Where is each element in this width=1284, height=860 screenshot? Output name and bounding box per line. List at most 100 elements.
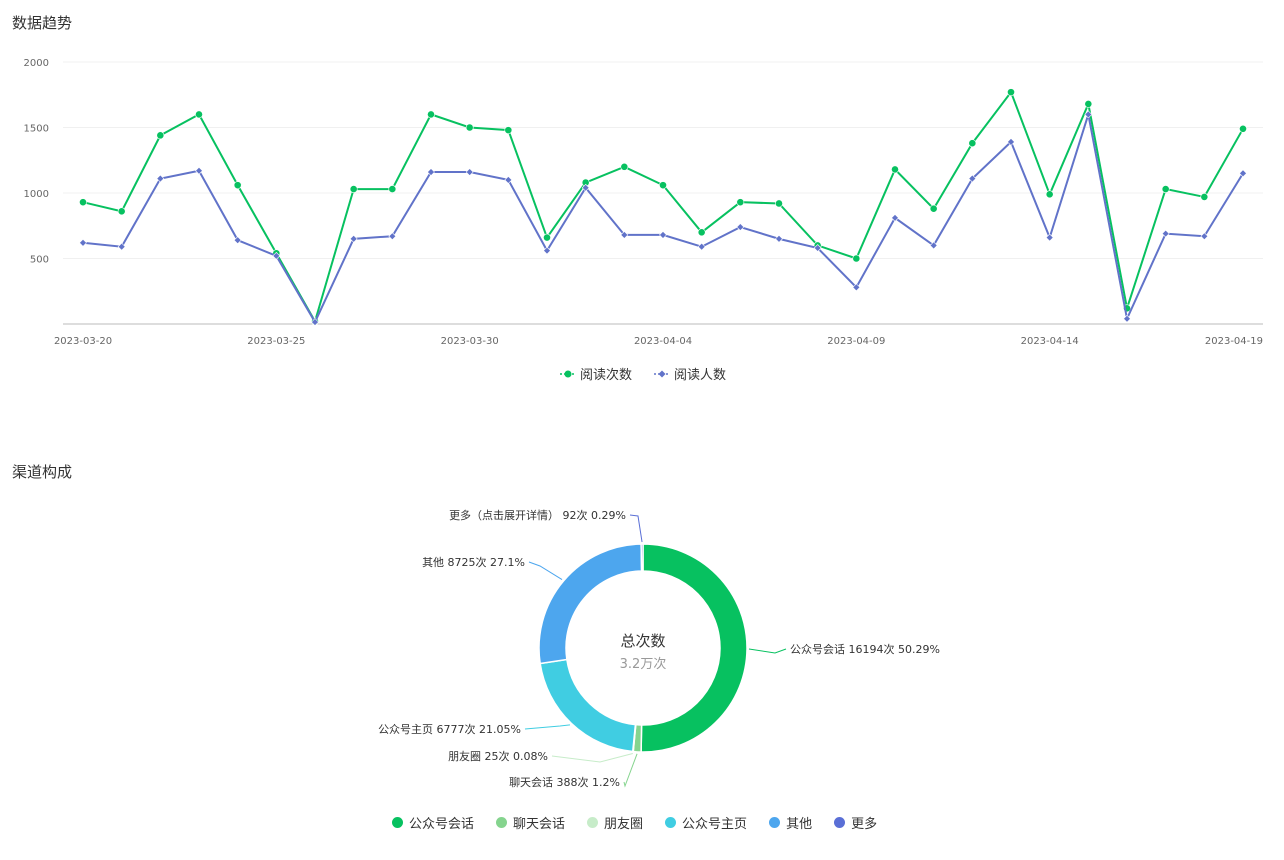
label-leader-line bbox=[524, 724, 571, 730]
donut-center-title: 总次数 bbox=[620, 632, 665, 650]
data-point[interactable] bbox=[1007, 137, 1015, 146]
data-point[interactable] bbox=[504, 175, 513, 184]
legend-label: 阅读人数 bbox=[674, 368, 727, 383]
legend-item[interactable]: 公众号会话 bbox=[392, 813, 474, 832]
pie-slice[interactable] bbox=[640, 543, 748, 753]
data-point[interactable] bbox=[659, 181, 667, 190]
slice-label: 聊天会话 388次 1.2% bbox=[509, 775, 620, 789]
data-point[interactable] bbox=[349, 185, 358, 193]
data-point[interactable] bbox=[775, 234, 783, 243]
legend-item[interactable]: 其他 bbox=[769, 813, 812, 832]
data-point[interactable] bbox=[156, 174, 165, 183]
legend-dot-icon bbox=[665, 817, 677, 828]
legend-label: 聊天会话 bbox=[513, 817, 566, 832]
x-tick-label: 2023-03-30 bbox=[441, 336, 499, 347]
data-point[interactable] bbox=[581, 183, 590, 192]
data-point[interactable] bbox=[1239, 124, 1247, 133]
data-point[interactable] bbox=[891, 213, 899, 222]
data-point[interactable] bbox=[1200, 193, 1209, 201]
legend-item[interactable]: 阅读次数 bbox=[560, 364, 632, 383]
data-point[interactable] bbox=[311, 318, 319, 326]
legend-item[interactable]: 聊天会话 bbox=[496, 813, 565, 832]
legend-dot-icon bbox=[769, 817, 781, 828]
data-point[interactable] bbox=[620, 230, 629, 239]
data-point[interactable] bbox=[852, 283, 861, 292]
data-point[interactable] bbox=[697, 228, 706, 237]
data-point[interactable] bbox=[1045, 190, 1054, 199]
diamond-marker-icon bbox=[654, 370, 671, 377]
data-point[interactable] bbox=[1084, 100, 1093, 108]
data-point[interactable] bbox=[1161, 185, 1170, 193]
data-point[interactable] bbox=[465, 123, 474, 132]
label-leader-line bbox=[623, 753, 638, 788]
data-point[interactable] bbox=[968, 174, 977, 183]
data-point[interactable] bbox=[1200, 232, 1209, 241]
legend-dot-icon bbox=[496, 817, 508, 828]
legend-label: 阅读次数 bbox=[580, 368, 633, 383]
slice-label: 公众号主页 6777次 21.05% bbox=[378, 722, 521, 736]
channel-legend: 公众号会话 聊天会话 朋友圈 公众号主页 其他 更多 bbox=[392, 813, 899, 832]
data-point[interactable] bbox=[1084, 110, 1093, 119]
data-point[interactable] bbox=[543, 233, 551, 242]
data-point[interactable] bbox=[852, 254, 861, 263]
channel-section-title: 渠道构成 bbox=[12, 463, 73, 481]
trend-legend: 阅读次数 阅读人数 bbox=[560, 364, 748, 383]
data-point[interactable] bbox=[349, 234, 358, 243]
data-point[interactable] bbox=[156, 131, 165, 140]
data-point[interactable] bbox=[195, 110, 203, 119]
data-point[interactable] bbox=[659, 230, 667, 239]
data-point[interactable] bbox=[504, 126, 513, 135]
data-point[interactable] bbox=[813, 244, 822, 252]
data-point[interactable] bbox=[697, 242, 706, 251]
label-leader-line bbox=[551, 753, 633, 763]
pie-slice[interactable] bbox=[640, 543, 644, 572]
data-point[interactable] bbox=[929, 241, 938, 250]
data-point[interactable] bbox=[388, 232, 397, 241]
data-point[interactable] bbox=[79, 238, 87, 247]
data-point[interactable] bbox=[117, 207, 126, 216]
data-point[interactable] bbox=[1007, 88, 1015, 97]
legend-item[interactable]: 更多 bbox=[834, 813, 877, 832]
label-leader-line bbox=[748, 648, 787, 654]
y-tick-label: 1500 bbox=[24, 124, 49, 135]
data-point[interactable] bbox=[736, 223, 745, 231]
legend-item[interactable]: 朋友圈 bbox=[587, 813, 643, 832]
legend-dot-icon bbox=[834, 817, 846, 828]
data-point[interactable] bbox=[233, 236, 242, 245]
data-point[interactable] bbox=[79, 198, 87, 207]
x-tick-label: 2023-04-09 bbox=[827, 336, 885, 347]
pie-slice[interactable] bbox=[539, 658, 637, 753]
data-point[interactable] bbox=[620, 162, 629, 171]
y-tick-label: 2000 bbox=[24, 58, 49, 69]
data-point[interactable] bbox=[388, 185, 397, 193]
data-point[interactable] bbox=[117, 242, 126, 251]
data-point[interactable] bbox=[929, 204, 938, 213]
slice-label: 更多（点击展开详情） 92次 0.29% bbox=[449, 508, 626, 522]
x-tick-label: 2023-03-20 bbox=[54, 336, 112, 347]
data-point[interactable] bbox=[272, 251, 281, 260]
legend-item[interactable]: 公众号主页 bbox=[665, 813, 747, 832]
data-point[interactable] bbox=[1161, 229, 1170, 238]
data-point[interactable] bbox=[465, 168, 474, 176]
data-point[interactable] bbox=[775, 199, 783, 208]
data-point[interactable] bbox=[1239, 169, 1247, 178]
data-point[interactable] bbox=[1123, 314, 1131, 323]
x-tick-label: 2023-04-19 bbox=[1205, 336, 1263, 347]
data-point[interactable] bbox=[543, 246, 551, 255]
circle-marker-icon bbox=[560, 370, 576, 377]
data-point[interactable] bbox=[233, 181, 242, 190]
data-point[interactable] bbox=[968, 139, 977, 148]
data-point[interactable] bbox=[195, 166, 203, 175]
data-point[interactable] bbox=[427, 110, 435, 119]
legend-label: 更多 bbox=[851, 817, 878, 832]
legend-dot-icon bbox=[392, 817, 403, 828]
y-tick-label: 500 bbox=[30, 255, 49, 266]
trend-section-title: 数据趋势 bbox=[12, 14, 73, 32]
data-point[interactable] bbox=[427, 168, 435, 176]
legend-item[interactable]: 阅读人数 bbox=[654, 364, 726, 383]
legend-label: 公众号会话 bbox=[409, 817, 475, 832]
data-point[interactable] bbox=[736, 198, 745, 207]
data-point[interactable] bbox=[891, 165, 899, 174]
data-point[interactable] bbox=[1045, 233, 1054, 242]
y-tick-label: 1000 bbox=[24, 189, 49, 200]
